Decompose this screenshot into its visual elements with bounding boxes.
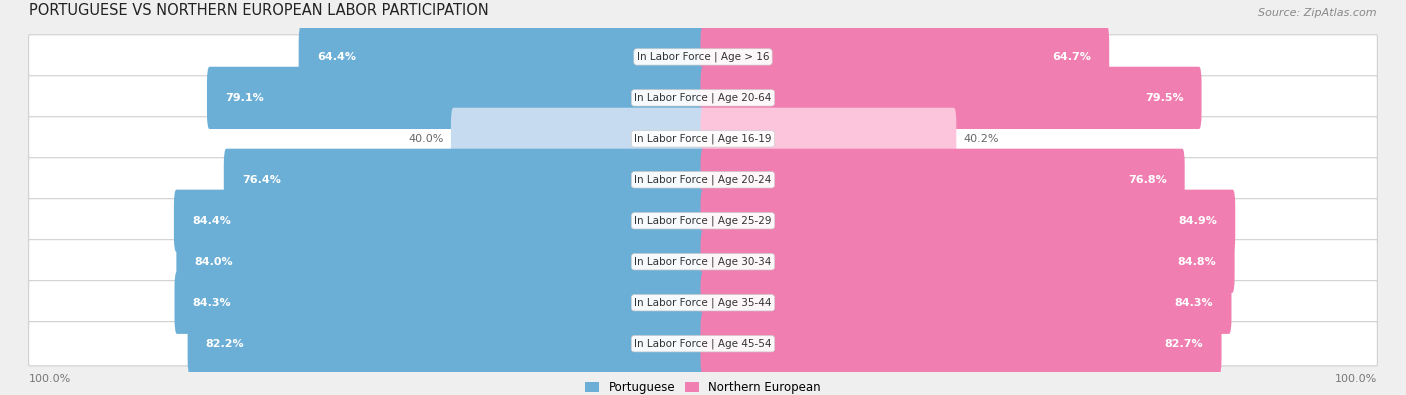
FancyBboxPatch shape: [28, 35, 1378, 79]
Text: Source: ZipAtlas.com: Source: ZipAtlas.com: [1258, 8, 1376, 18]
FancyBboxPatch shape: [298, 26, 706, 88]
Text: In Labor Force | Age 30-34: In Labor Force | Age 30-34: [634, 256, 772, 267]
Text: 79.1%: 79.1%: [225, 93, 264, 103]
FancyBboxPatch shape: [224, 149, 706, 211]
Legend: Portuguese, Northern European: Portuguese, Northern European: [585, 381, 821, 394]
Text: 64.4%: 64.4%: [316, 52, 356, 62]
FancyBboxPatch shape: [28, 117, 1378, 161]
FancyBboxPatch shape: [700, 108, 956, 170]
FancyBboxPatch shape: [28, 240, 1378, 284]
FancyBboxPatch shape: [700, 272, 1232, 334]
Text: In Labor Force | Age 35-44: In Labor Force | Age 35-44: [634, 297, 772, 308]
Text: 84.3%: 84.3%: [1175, 298, 1213, 308]
FancyBboxPatch shape: [451, 108, 706, 170]
Text: PORTUGUESE VS NORTHERN EUROPEAN LABOR PARTICIPATION: PORTUGUESE VS NORTHERN EUROPEAN LABOR PA…: [30, 3, 489, 18]
FancyBboxPatch shape: [28, 322, 1378, 366]
Text: 84.9%: 84.9%: [1178, 216, 1218, 226]
FancyBboxPatch shape: [700, 312, 1222, 375]
Text: 82.7%: 82.7%: [1164, 339, 1204, 349]
Text: In Labor Force | Age 20-24: In Labor Force | Age 20-24: [634, 175, 772, 185]
FancyBboxPatch shape: [174, 190, 706, 252]
Text: In Labor Force | Age 20-64: In Labor Force | Age 20-64: [634, 92, 772, 103]
Text: 64.7%: 64.7%: [1052, 52, 1091, 62]
Text: 40.0%: 40.0%: [409, 134, 444, 144]
Text: In Labor Force | Age 16-19: In Labor Force | Age 16-19: [634, 134, 772, 144]
FancyBboxPatch shape: [176, 231, 706, 293]
FancyBboxPatch shape: [174, 272, 706, 334]
Text: In Labor Force | Age 25-29: In Labor Force | Age 25-29: [634, 216, 772, 226]
Text: 84.3%: 84.3%: [193, 298, 231, 308]
FancyBboxPatch shape: [700, 190, 1236, 252]
FancyBboxPatch shape: [700, 67, 1202, 129]
FancyBboxPatch shape: [700, 231, 1234, 293]
Text: In Labor Force | Age 45-54: In Labor Force | Age 45-54: [634, 339, 772, 349]
FancyBboxPatch shape: [28, 76, 1378, 120]
Text: 100.0%: 100.0%: [1334, 374, 1376, 384]
Text: 100.0%: 100.0%: [30, 374, 72, 384]
Text: 76.4%: 76.4%: [242, 175, 281, 185]
FancyBboxPatch shape: [28, 158, 1378, 202]
FancyBboxPatch shape: [207, 67, 706, 129]
Text: In Labor Force | Age > 16: In Labor Force | Age > 16: [637, 52, 769, 62]
Text: 84.4%: 84.4%: [193, 216, 231, 226]
FancyBboxPatch shape: [28, 199, 1378, 243]
Text: 84.8%: 84.8%: [1178, 257, 1216, 267]
FancyBboxPatch shape: [700, 149, 1185, 211]
Text: 84.0%: 84.0%: [194, 257, 233, 267]
Text: 76.8%: 76.8%: [1128, 175, 1167, 185]
Text: 79.5%: 79.5%: [1144, 93, 1184, 103]
FancyBboxPatch shape: [700, 26, 1109, 88]
Text: 82.2%: 82.2%: [205, 339, 245, 349]
FancyBboxPatch shape: [28, 280, 1378, 325]
FancyBboxPatch shape: [187, 312, 706, 375]
Text: 40.2%: 40.2%: [963, 134, 998, 144]
